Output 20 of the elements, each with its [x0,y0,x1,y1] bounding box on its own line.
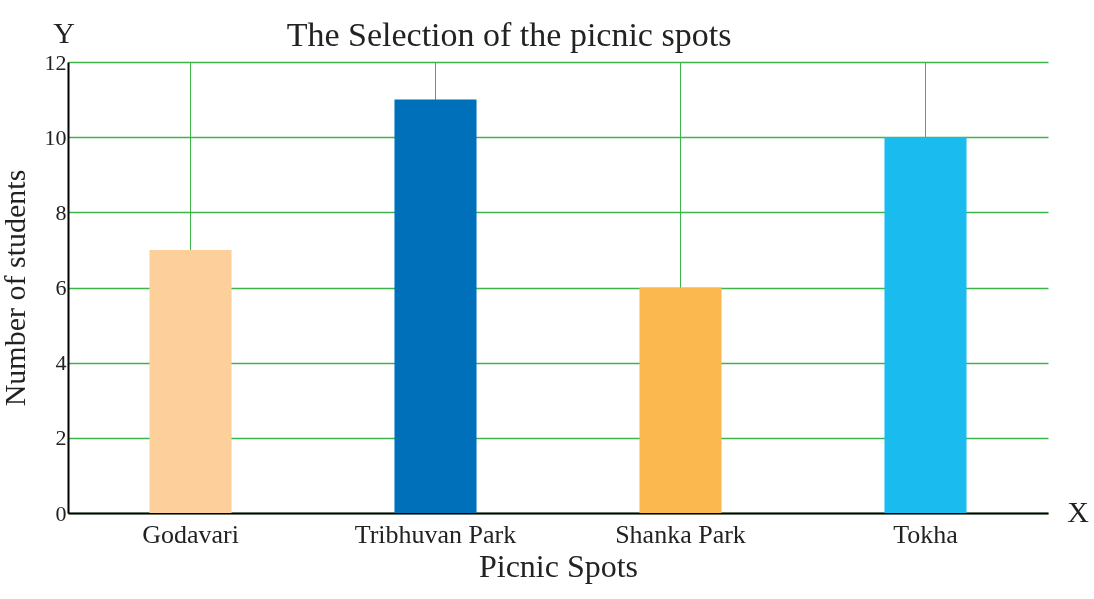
chart-title: The Selection of the picnic spots [286,16,732,53]
x-tick-label: Godavari [142,519,239,549]
y-tick-label: 6 [55,275,67,300]
y-tick-label: 10 [44,124,67,150]
y-tick-label: 12 [44,49,67,75]
y-tick-label: 0 [55,500,67,526]
text: X [1067,495,1090,528]
x-axis-title: Picnic Spots [478,547,639,584]
y-axis-title: Number of students [0,169,31,407]
y-tick-label: 4 [55,350,67,376]
x-tick-label: Tokha [893,519,959,549]
x-tick-label: Tribhuvan Park [354,519,517,549]
bar [639,287,722,513]
y-tick-label: 8 [55,199,67,225]
text: Y [53,16,75,49]
bar [884,137,967,513]
x-tick-label: Shanka Park [615,519,746,549]
bar [149,249,232,513]
y-tick-label: 2 [55,425,67,451]
bar [394,99,477,513]
